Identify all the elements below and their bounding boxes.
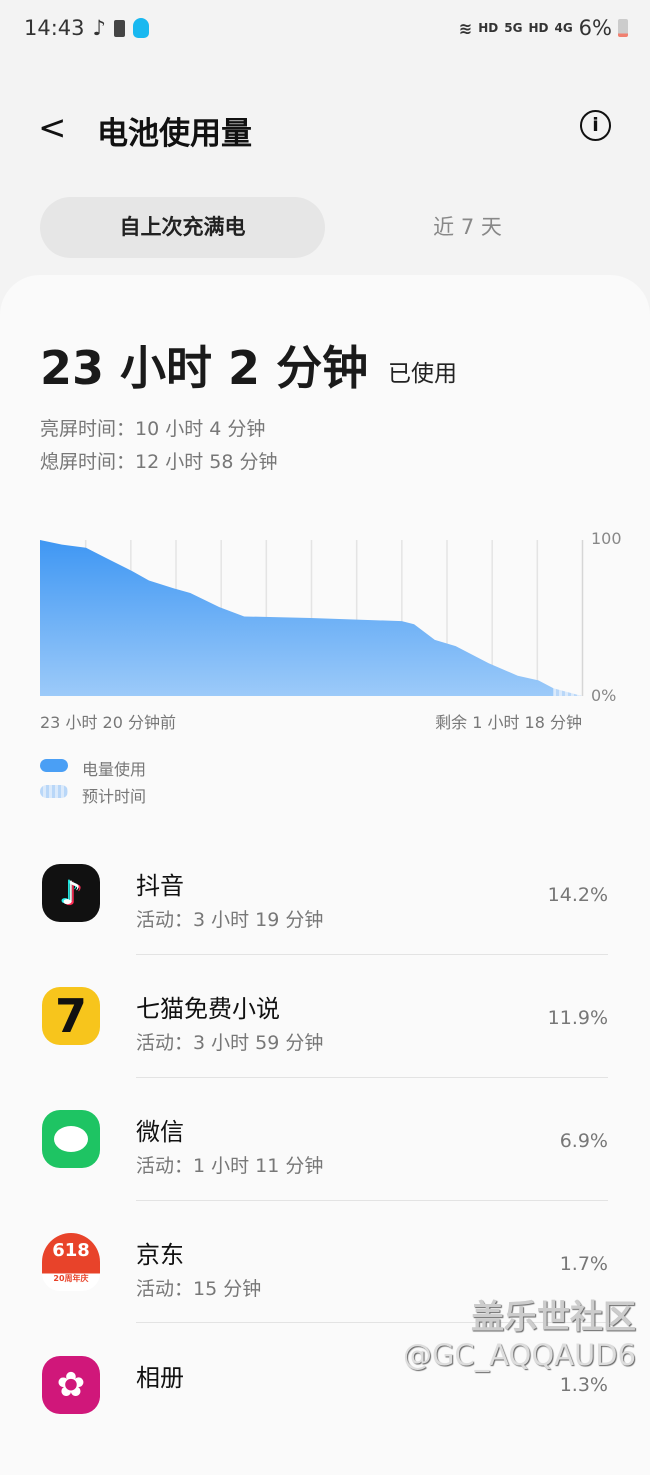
- app-name[interactable]: 相册: [136, 1364, 184, 1392]
- tiktok-icon: ♪: [92, 16, 106, 40]
- battery-alert-icon: [113, 19, 125, 37]
- app-name[interactable]: 京东: [136, 1241, 184, 1269]
- series-battery-used-area: [40, 540, 554, 696]
- app-percent: 11.9%: [547, 1007, 608, 1029]
- info-button[interactable]: i: [580, 110, 611, 141]
- screen-on-label: 亮屏时间：: [40, 418, 136, 440]
- screen-off-value: 12 小时 58 分钟: [135, 451, 278, 473]
- divider: [136, 1077, 608, 1078]
- 5g-signal-label: 5G: [504, 21, 523, 35]
- app-activity: 活动：15 分钟: [136, 1278, 262, 1300]
- chevron-left-icon: <: [38, 108, 67, 148]
- y-tick-0: 0%: [591, 686, 616, 705]
- app-percent: 1.3%: [559, 1374, 608, 1396]
- status-bar-right: ≋ HD 5G HD 4G 6%: [459, 16, 628, 40]
- screen-off-time: 熄屏时间：12 小时 58 分钟: [40, 447, 278, 474]
- screen-off-label: 熄屏时间：: [40, 451, 136, 473]
- qq-icon: [132, 18, 149, 38]
- legend-label-used: 电量使用: [82, 760, 147, 779]
- watermark-user: @GC_AQQAUD6: [402, 1338, 636, 1372]
- back-button[interactable]: <: [38, 108, 67, 148]
- app-activity: 活动：3 小时 59 分钟: [136, 1032, 324, 1054]
- tab-since-full-charge[interactable]: 自上次充满电: [40, 197, 325, 258]
- jd-icon-text: 618: [52, 1240, 90, 1261]
- x-start-label: 23 小时 20 分钟前: [40, 713, 176, 732]
- legend-swatch-used: [40, 759, 68, 772]
- page-title: 电池使用量: [97, 116, 252, 152]
- legend-label-projected: 预计时间: [82, 787, 147, 806]
- usage-card: [0, 275, 650, 1475]
- app-name[interactable]: 七猫免费小说: [136, 995, 280, 1023]
- app-name[interactable]: 抖音: [136, 872, 184, 900]
- wifi-icon: ≋: [458, 18, 473, 38]
- y-tick-100: 100: [591, 530, 622, 548]
- app-percent: 14.2%: [547, 884, 608, 906]
- battery-percent: 6%: [578, 16, 612, 40]
- x-end-label: 剩余 1 小时 18 分钟: [435, 713, 582, 732]
- screen-on-time: 亮屏时间：10 小时 4 分钟: [40, 414, 265, 441]
- app-percent: 1.7%: [559, 1253, 608, 1275]
- wechat-app-icon: [42, 1110, 100, 1168]
- total-usage-time: 23 小时 2 分钟: [40, 341, 369, 395]
- douyin-app-icon: ♪: [42, 864, 100, 922]
- battery-icon: [618, 19, 628, 37]
- total-usage-suffix: 已使用: [388, 361, 457, 387]
- status-bar-left: 14:43 ♪: [24, 16, 149, 40]
- battery-usage-chart: 100 0%: [40, 530, 622, 705]
- watermark-community: 盖乐世社区: [471, 1297, 636, 1336]
- 4g-signal-label: 4G: [554, 21, 573, 35]
- series-projected-area: [553, 688, 582, 696]
- legend-swatch-projected: [40, 785, 68, 798]
- divider: [136, 954, 608, 955]
- jd-icon-subtext: 20周年庆: [53, 1274, 89, 1283]
- app-name[interactable]: 微信: [136, 1118, 184, 1146]
- screen-on-value: 10 小时 4 分钟: [135, 418, 266, 440]
- app-percent: 6.9%: [559, 1130, 608, 1152]
- app-activity: 活动：3 小时 19 分钟: [136, 909, 324, 931]
- gallery-app-icon: ✿: [42, 1356, 100, 1414]
- jd-app-icon: 618 20周年庆: [42, 1233, 100, 1291]
- info-icon: i: [592, 114, 599, 136]
- divider: [136, 1322, 608, 1323]
- qimao-app-icon: 7: [42, 987, 100, 1045]
- divider: [136, 1200, 608, 1201]
- app-activity: 活动：1 小时 11 分钟: [136, 1155, 324, 1177]
- hd-label: HD: [528, 21, 549, 35]
- hd-label: HD: [478, 21, 499, 35]
- tab-last-7-days[interactable]: 近 7 天: [433, 215, 502, 239]
- status-time: 14:43: [24, 16, 85, 40]
